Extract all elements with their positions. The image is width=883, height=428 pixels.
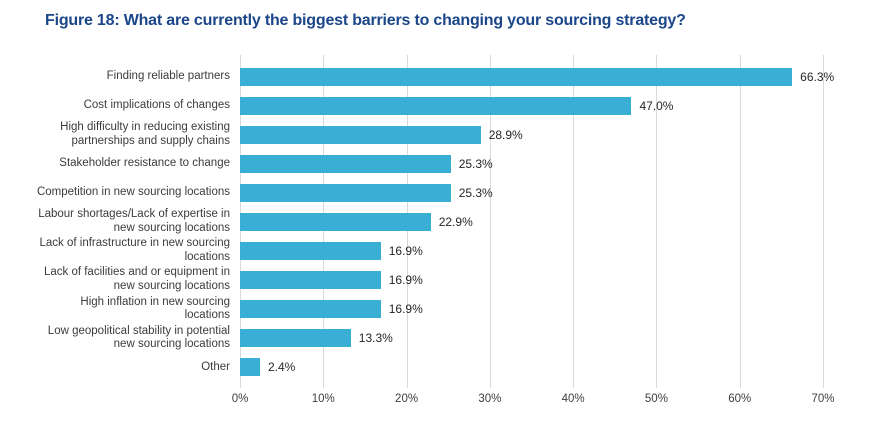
bar-track: 16.9% [240,271,883,290]
bar-track: 16.9% [240,300,883,319]
bar-row: Cost implications of changes 47.0% [0,91,883,120]
category-label: Lack of infrastructure in new sourcing l… [39,237,230,264]
x-axis-tick-label: 60% [728,393,752,405]
gridline [656,55,658,388]
bar-row: Other 2.4% [0,353,883,382]
category-label: High inflation in new sourcing locations [80,295,230,322]
x-axis-tick-label: 20% [395,393,419,405]
x-axis-tick-label: 30% [478,393,502,405]
bar [240,271,381,290]
bar [240,183,451,202]
bar-rows: Finding reliable partners 66.3% Cost impli… [0,62,883,382]
bar-track: 28.9% [240,125,883,144]
bar [240,300,381,319]
bar-track: 66.3% [240,67,883,86]
value-label: 16.9% [388,273,423,288]
category-label: Competition in new sourcing locations [36,186,230,199]
category-label: Lack of facilities and or equipment in n… [43,266,230,293]
bar-row: Competition in new sourcing locations 25.… [0,178,883,207]
bar [240,154,451,173]
gridline [489,55,491,388]
category-label: Low geopolitical stability in potential … [47,324,230,351]
category-label: Labour shortages/Lack of expertise in ne… [38,208,230,235]
value-label: 13.3% [358,331,393,346]
value-label: 2.4% [267,360,296,375]
bar [240,358,260,377]
gridline [739,55,741,388]
x-axis-tick-label: 10% [311,393,335,405]
bar [240,242,381,261]
value-label: 28.9% [488,127,523,142]
value-label: 22.9% [438,215,473,230]
bar-track: 47.0% [240,96,883,115]
bar-track: 16.9% [240,242,883,261]
category-label: Other [201,360,230,373]
bar-track: 22.9% [240,213,883,232]
bar-row: Finding reliable partners 66.3% [0,62,883,91]
bar [240,125,481,144]
bar [240,67,793,86]
value-label: 16.9% [388,244,423,259]
category-label: Finding reliable partners [106,69,230,82]
value-label: 16.9% [388,302,423,317]
bar-track: 25.3% [240,154,883,173]
category-label: Cost implications of changes [83,98,230,111]
bar-track: 25.3% [240,183,883,202]
bar-row: Lack of facilities and or equipment in n… [0,266,883,295]
x-axis-tick-label: 70% [811,393,835,405]
bar-row: High difficulty in reducing existing par… [0,120,883,149]
bar [240,329,351,348]
bar-row: Lack of infrastructure in new sourcing l… [0,237,883,266]
x-axis-tick-label: 40% [561,393,585,405]
value-label: 25.3% [458,185,493,200]
bar-track: 13.3% [240,329,883,348]
bar-row: High inflation in new sourcing locations… [0,295,883,324]
bar-row: Labour shortages/Lack of expertise in ne… [0,207,883,236]
category-label: High difficulty in reducing existing par… [60,120,230,147]
bar-row: Low geopolitical stability in potential … [0,324,883,353]
x-axis-tick-label: 0% [231,393,249,405]
value-label: 25.3% [458,156,493,171]
bar [240,213,431,232]
value-label: 66.3% [800,69,835,84]
chart-title: Figure 18: What are currently the bigges… [45,12,686,29]
x-axis: 0% 10% 20% 30% 40% 50% 60% 70% [232,393,835,409]
gridline [823,55,824,388]
bar-row: Stakeholder resistance to change 25.3% [0,149,883,178]
gridline [573,55,575,388]
value-label: 47.0% [639,98,674,113]
bar [240,96,632,115]
bar-track: 2.4% [240,358,883,377]
category-label: Stakeholder resistance to change [59,156,230,169]
x-axis-tick-label: 50% [644,393,668,405]
